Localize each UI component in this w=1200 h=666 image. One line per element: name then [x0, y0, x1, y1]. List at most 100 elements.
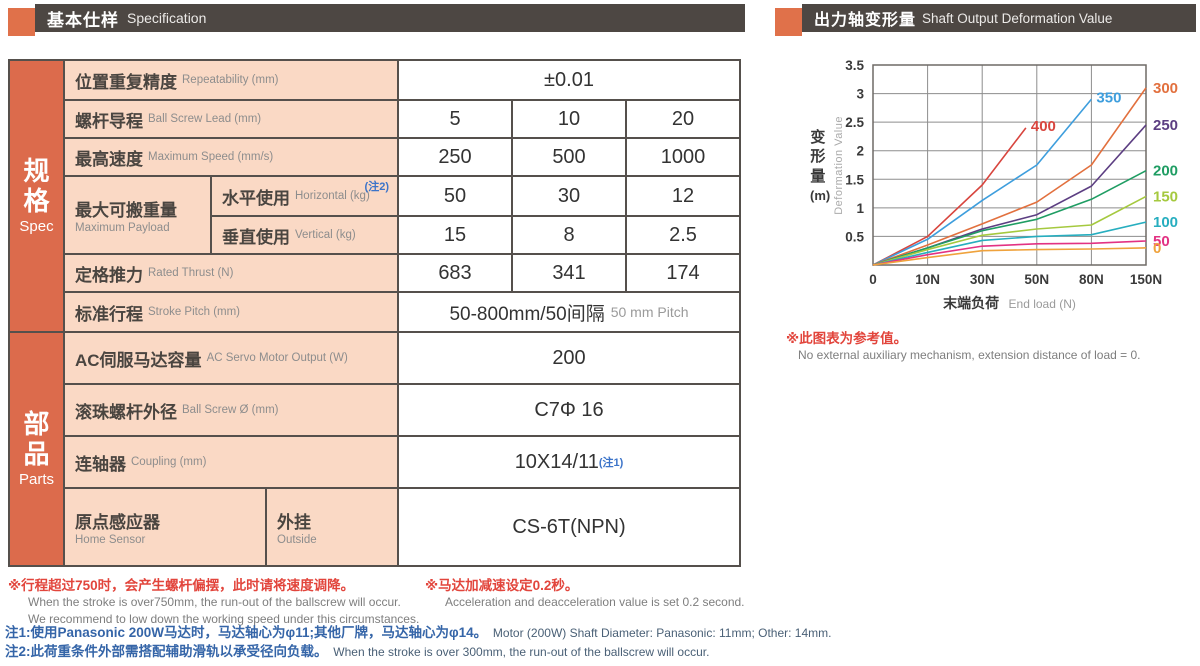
spec-title-zh: 基本仕样	[47, 10, 119, 30]
row-lead-label: 螺杆导程 Ball Screw Lead (mm)	[65, 101, 397, 137]
svg-text:80N: 80N	[1079, 272, 1104, 287]
screw-en: Ball Screw Ø (mm)	[182, 404, 279, 416]
deformation-chart: 变形量 (m) Deformation Value 3.5 3 2.5 2 1.5 1 0.…	[788, 52, 1200, 332]
lead-value-2: 10	[513, 101, 625, 137]
svg-text:300: 300	[1153, 80, 1178, 97]
sensor-value: CS-6T(NPN)	[399, 489, 739, 565]
screw-zh: 滚珠螺杆外径	[75, 402, 177, 422]
note2-zh: 注2:此荷重条件外部需搭配辅助滑轨以承受径向负载。	[5, 644, 328, 659]
svg-text:1: 1	[856, 201, 864, 216]
coupling-value-main: 10X14/11	[514, 450, 599, 473]
row-sensor-label: 原点感应器 Home Sensor	[65, 489, 265, 565]
svg-text:150N: 150N	[1130, 272, 1162, 287]
row-coupling-label: 连轴器 Coupling (mm)	[65, 437, 397, 487]
svg-text:3: 3	[856, 87, 864, 102]
spec-section: 基本仕样 Specification 规格 Spec 位置重复精度 Repeat…	[8, 4, 745, 567]
chart-header: 出力轴变形量 Shaft Output Deformation Value	[775, 4, 1196, 36]
chart-plot: 3.5 3 2.5 2 1.5 1 0.5 0 10N 30N 50N 80N 150N 400 350 30…	[845, 58, 1178, 287]
lead-value-1: 5	[399, 101, 511, 137]
note1-en: Motor (200W) Shaft Diameter: Panasonic: …	[492, 626, 832, 640]
speed-value-2: 500	[513, 139, 625, 175]
svg-text:2: 2	[856, 144, 864, 159]
horizontal-zh: 水平使用	[222, 188, 290, 208]
horizontal-value-2: 30	[513, 177, 625, 215]
repeatability-en: Repeatability (mm)	[182, 74, 279, 86]
spec-band-zh: 规格	[23, 156, 50, 216]
footnote-accel-zh: ※马达加减速设定0.2秒。	[425, 578, 579, 593]
row-repeatability-label: 位置重复精度 Repeatability (mm)	[65, 61, 397, 99]
svg-text:0: 0	[869, 272, 877, 287]
horizontal-note-ref: (注2)	[364, 181, 389, 193]
svg-text:100: 100	[1153, 214, 1178, 231]
coupling-value: 10X14/11 (注1)	[399, 437, 739, 487]
x-axis-label-en: End load (N)	[1008, 297, 1076, 311]
y-axis-unit: (m)	[810, 188, 831, 204]
sensor-sub-en: Outside	[277, 534, 317, 546]
screw-value: C7Φ 16	[399, 385, 739, 435]
payload-en: Maximum Payload	[75, 222, 170, 234]
row-motor-label: AC伺服马达容量 AC Servo Motor Output (W)	[65, 333, 397, 383]
stroke-en: Stroke Pitch (mm)	[148, 306, 241, 318]
vertical-zh: 垂直使用	[222, 227, 290, 247]
spec-table: 规格 Spec 位置重复精度 Repeatability (mm) ±0.01 …	[8, 59, 745, 567]
chart-title-en: Shaft Output Deformation Value	[922, 10, 1113, 26]
speed-zh: 最高速度	[75, 149, 143, 169]
svg-text:1.5: 1.5	[845, 172, 864, 187]
y-axis-label-zh: 变形量	[810, 128, 826, 185]
sensor-en: Home Sensor	[75, 534, 146, 546]
footnote-stroke-en1: When the stroke is over750mm, the run-ou…	[28, 595, 401, 609]
row-vertical-label: 垂直使用 Vertical (kg)	[212, 217, 397, 253]
coupling-zh: 连轴器	[75, 454, 126, 474]
thrust-en: Rated Thrust (N)	[148, 267, 234, 279]
row-stroke-label: 标准行程 Stroke Pitch (mm)	[65, 293, 397, 331]
stroke-value-main: 50-800mm/50间隔	[449, 303, 605, 325]
horizontal-value-3: 12	[627, 177, 739, 215]
row-thrust-label: 定格推力 Rated Thrust (N)	[65, 255, 397, 291]
thrust-value-3: 174	[627, 255, 739, 291]
footnote-stroke-en2: We recommend to low down the working spe…	[28, 612, 420, 627]
footnote-note1: 注1:使用Panasonic 200W马达时，马达轴心为φ11;其他厂牌，马达轴…	[5, 623, 831, 643]
footnote-stroke: ※行程超过750时，会产生螺杆偏摆，此时请将速度调降。 When the str…	[8, 574, 419, 629]
svg-text:250: 250	[1153, 117, 1178, 134]
motor-en: AC Servo Motor Output (W)	[206, 352, 348, 364]
motor-zh: AC伺服马达容量	[75, 350, 202, 370]
lead-value-3: 20	[627, 101, 739, 137]
speed-value-3: 1000	[627, 139, 739, 175]
lead-zh: 螺杆导程	[75, 111, 143, 131]
sensor-sub-zh: 外挂	[277, 513, 311, 532]
row-screw-label: 滚珠螺杆外径 Ball Screw Ø (mm)	[65, 385, 397, 435]
y-axis-label: 变形量 (m) Deformation Value	[810, 116, 845, 215]
horizontal-en: Horizontal (kg)	[295, 190, 370, 202]
svg-text:400: 400	[1031, 118, 1056, 135]
speed-en: Maximum Speed (mm/s)	[148, 151, 274, 163]
row-speed-label: 最高速度 Maximum Speed (mm/s)	[65, 139, 397, 175]
row-horizontal-label: 水平使用 Horizontal (kg) (注2)	[212, 177, 397, 215]
stroke-zh: 标准行程	[75, 304, 143, 324]
coupling-en: Coupling (mm)	[131, 456, 207, 468]
repeatability-value: ±0.01	[399, 61, 739, 99]
repeatability-zh: 位置重复精度	[75, 72, 177, 92]
orange-accent-square	[775, 8, 802, 36]
vertical-en: Vertical (kg)	[295, 229, 356, 241]
chart-header-bar: 出力轴变形量 Shaft Output Deformation Value	[802, 4, 1196, 32]
parts-band-zh: 部品	[23, 409, 50, 469]
svg-text:0.5: 0.5	[845, 229, 864, 244]
motor-value: 200	[399, 333, 739, 383]
lead-en: Ball Screw Lead (mm)	[148, 113, 262, 125]
stroke-value: 50-800mm/50间隔 50 mm Pitch	[399, 293, 739, 331]
footnote-stroke-zh: ※行程超过750时，会产生螺杆偏摆，此时请将速度调降。	[8, 578, 355, 593]
chart-section-header: 出力轴变形量 Shaft Output Deformation Value	[775, 4, 1196, 36]
chart-note-zh: ※此图表为参考值。	[786, 331, 908, 346]
thrust-value-1: 683	[399, 255, 511, 291]
chart-note: ※此图表为参考值。 No external auxiliary mechanis…	[786, 327, 1141, 364]
payload-zh: 最大可搬重量	[75, 201, 177, 220]
parts-band: 部品 Parts	[10, 333, 63, 565]
svg-text:30N: 30N	[970, 272, 995, 287]
stroke-value-en: 50 mm Pitch	[610, 304, 689, 320]
footnote-accel-en: Acceleration and deacceleration value is…	[445, 595, 745, 609]
spec-title-en: Specification	[127, 10, 207, 26]
x-axis-label: 末端负荷 End load (N)	[873, 293, 1146, 313]
svg-text:50N: 50N	[1024, 272, 1049, 287]
chart-title-zh: 出力轴变形量	[814, 12, 917, 29]
speed-value-1: 250	[399, 139, 511, 175]
